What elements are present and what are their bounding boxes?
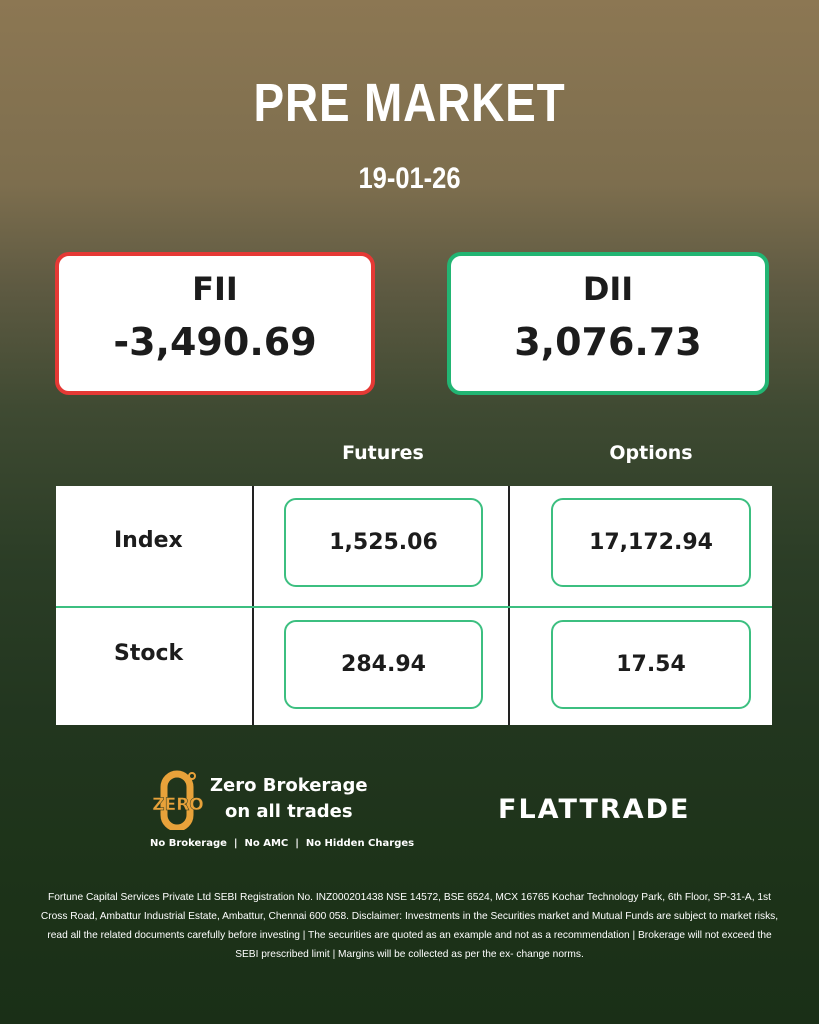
promo-line-2: on all trades [224, 801, 353, 822]
column-header-futures: Futures [342, 442, 424, 464]
dii-label: DII [582, 270, 634, 308]
fii-label: FII [192, 270, 238, 308]
fii-value: -3,490.69 [113, 320, 317, 364]
promo-text: Zero Brokerage on all trades [210, 773, 368, 825]
fii-card: FII -3,490.69 [55, 252, 375, 395]
dii-card: DII 3,076.73 [447, 252, 769, 395]
page-title: PRE MARKET [253, 73, 566, 133]
index-options-value: 17,172.94 [551, 498, 751, 587]
promo-tagline: No Brokerage | No AMC | No Hidden Charge… [150, 838, 415, 849]
report-date: 19-01-26 [358, 162, 461, 195]
row-label-index: Index [114, 528, 183, 553]
row-divider [56, 606, 772, 608]
disclaimer: Fortune Capital Services Private Ltd SEB… [40, 892, 779, 960]
stock-options-value: 17.54 [551, 620, 751, 709]
zero-brokerage-logo-icon: ZERO [152, 770, 204, 830]
index-futures-value: 1,525.06 [284, 498, 483, 587]
dii-value: 3,076.73 [514, 320, 702, 364]
derivatives-table: Index Stock 1,525.06 17,172.94 284.94 17… [56, 486, 772, 725]
zero-badge-text: ZERO [152, 795, 203, 815]
flattrade-logo: FLATTRADE [498, 794, 691, 825]
stock-futures-value: 284.94 [284, 620, 483, 709]
row-label-stock: Stock [114, 641, 184, 666]
column-divider [252, 486, 254, 725]
column-divider [508, 486, 510, 725]
promo-line-1: Zero Brokerage [210, 775, 368, 796]
column-header-options: Options [609, 442, 693, 464]
